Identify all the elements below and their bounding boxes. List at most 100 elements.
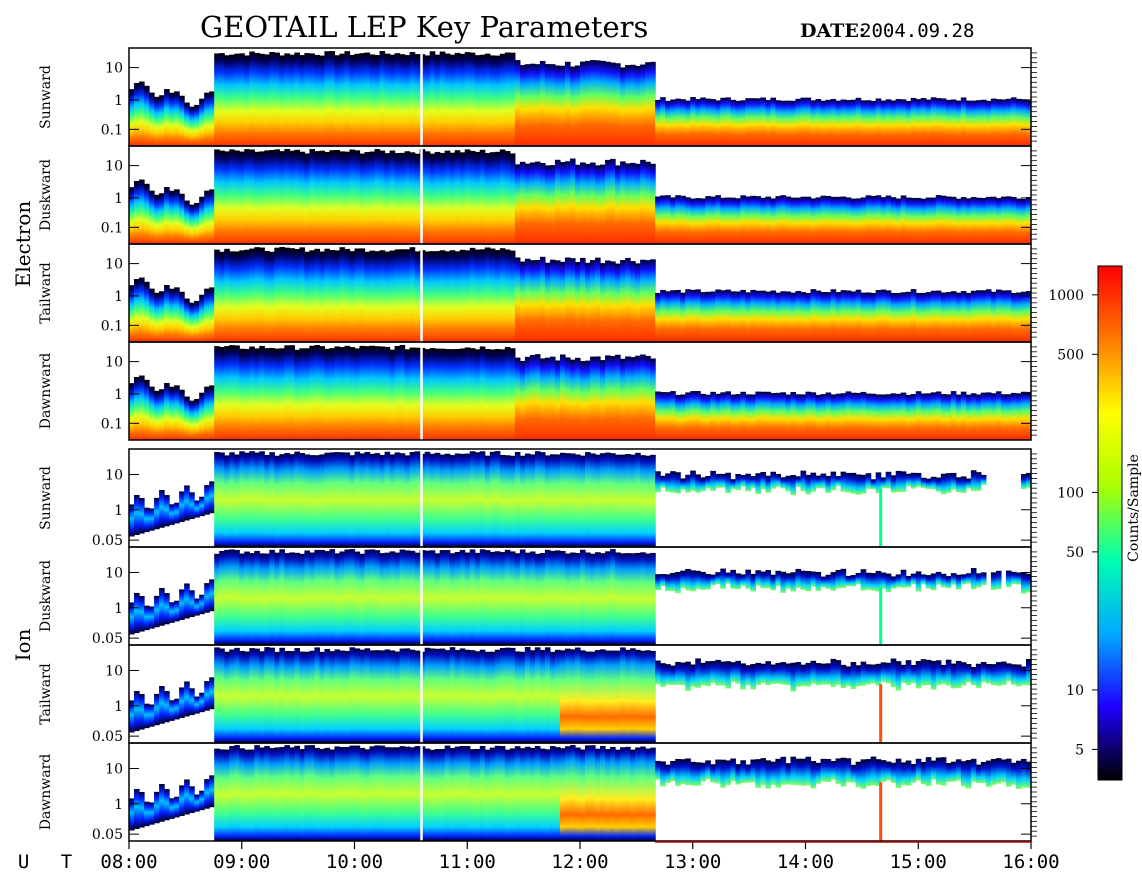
spectrogram-column [139,277,145,342]
spectrogram-column [680,570,686,589]
spectrogram-column [720,197,726,244]
spectrogram-column [915,472,922,487]
spectrogram-column [359,553,366,645]
spectrogram-column [865,572,872,590]
spectrogram-column [645,355,651,440]
spectrogram-column [229,251,235,342]
spectrogram-column [559,748,566,841]
spectrogram-column [970,470,977,492]
spectrogram-column [690,470,696,491]
spectrogram-column [324,151,331,244]
spectrogram-column [755,290,761,342]
spectrogram-column [780,291,787,342]
spectrogram-column [755,196,761,244]
spectrogram-column [564,61,571,146]
spectrogram-column [189,400,195,440]
x-tick-label: 12:00 [551,851,608,873]
spectrogram-column [309,650,316,743]
spectrogram-column [940,757,947,786]
spectrogram-column [950,391,957,440]
spectrogram-column [615,63,621,146]
spectrogram-column [905,575,912,588]
spectrogram-column [595,165,601,244]
spectrogram-column [134,377,140,440]
spectrogram-column [665,764,671,783]
spectrogram-column [219,452,225,547]
spectrogram-column [715,473,721,488]
spectrogram-column [349,149,356,244]
x-tick-label: 13:00 [664,851,721,873]
spectrogram-column [580,162,586,244]
spectrogram-column [715,100,721,146]
spectrogram-column [554,260,561,342]
spectrogram-column [469,451,476,547]
spectrogram-column [504,249,511,342]
spectrogram-column [980,661,987,683]
spectrogram-column [324,649,331,743]
spectrogram-column [244,651,250,743]
spectrogram-column [895,99,902,146]
spectrogram-column [294,149,300,244]
spectrogram-column [444,53,451,146]
spectrogram-column [539,452,546,547]
spectrogram-column [194,794,200,812]
spectrogram-column [900,392,907,440]
spectrogram-column [569,649,576,743]
spectrogram-column [454,746,461,841]
spectrogram-column [620,747,626,841]
spectrogram-column [209,481,215,514]
spectrogram-column [815,197,822,244]
spectrogram-column [439,748,446,841]
colorbar-tick-label: 500 [1057,347,1084,363]
spectrogram-column [1025,291,1031,342]
spectrogram-column [1025,573,1031,593]
spectrogram-column [314,647,321,743]
spectrogram-column [930,660,937,690]
x-tick-label: 11:00 [439,851,496,873]
spectrogram-column [840,471,847,492]
spectrogram-column [519,651,526,743]
spectrogram-column [720,661,726,686]
spectrogram-column [875,394,882,440]
spectrogram-column [1000,394,1007,440]
spectrogram-column [580,257,586,342]
spectrogram-column [830,394,837,440]
spectrogram-column [810,392,817,440]
spectrogram-column [319,549,326,645]
spectrogram-column [830,289,837,342]
spectrogram-column [835,393,842,440]
spectrogram-column [760,758,767,785]
spectrogram-column [139,693,145,730]
spectrogram-column [910,664,917,684]
spectrogram-column [259,747,265,841]
spectrogram-column [549,651,556,743]
spectrogram-column [880,477,887,489]
spectrogram-column [640,354,646,440]
spectrogram-column [615,165,621,244]
spectrogram-column [850,99,857,146]
spectrogram-column [715,759,721,784]
spectrogram-column [169,92,175,146]
spectrogram-column [715,393,721,440]
spectrogram-column [860,292,867,342]
spectrogram-column [855,573,862,585]
spectrogram-column [590,356,596,440]
spectrogram-column [715,289,721,342]
spectrogram-column [985,196,992,244]
spectrogram-column [449,748,456,841]
colorbar-tick-label: 50 [1066,545,1084,561]
spectrogram-column [770,761,777,785]
spectrogram-column [610,356,616,440]
spectrogram-column [875,472,882,494]
spectrogram-column [174,91,180,146]
spectrogram-column [204,288,210,342]
spectrogram-column [504,647,511,743]
spectrogram-column [429,648,436,743]
spectrogram-column [825,99,832,146]
spectrogram-column [785,663,792,686]
spectrogram-column [334,746,341,841]
spectrogram-column [404,648,411,743]
spectrogram-column [454,453,461,547]
spectrogram-column [529,162,536,244]
spectrogram-column [960,574,967,585]
